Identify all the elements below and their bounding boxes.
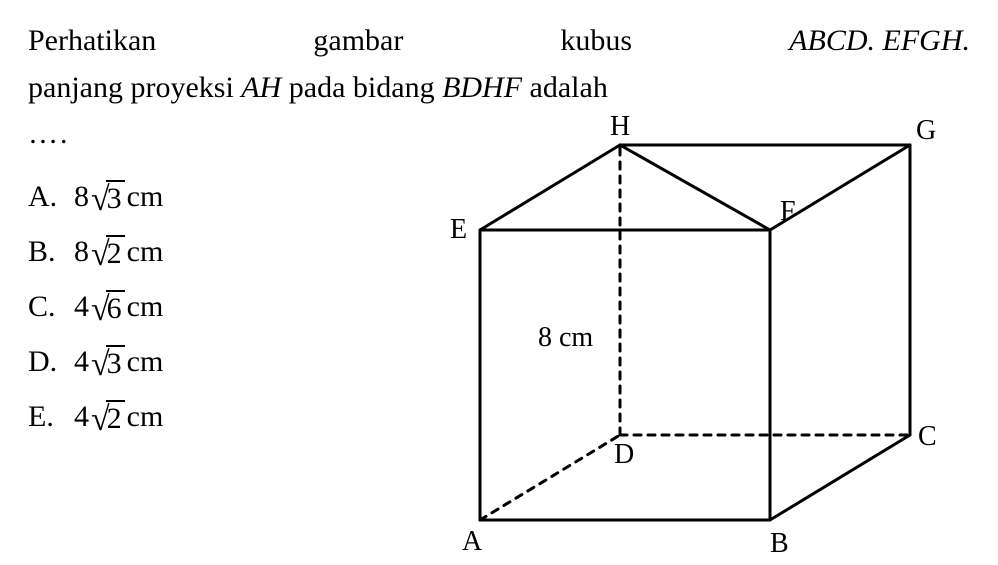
option-letter: E. xyxy=(28,402,74,432)
option-unit: cm xyxy=(127,347,164,377)
math-expr: ABCD. EFGH. xyxy=(789,18,970,65)
math-expr: AH xyxy=(241,71,281,104)
option-coefficient: 4 xyxy=(74,292,89,322)
vertex-label-F: F xyxy=(780,196,796,228)
word: gambar xyxy=(313,18,403,65)
answer-option: A.8√3 cm xyxy=(28,180,163,215)
word: Perhatikan xyxy=(28,18,156,65)
option-letter: A. xyxy=(28,182,74,212)
cube-edge-hidden xyxy=(480,435,620,520)
cube-edge xyxy=(770,435,910,520)
radical-icon: √ xyxy=(91,183,110,217)
question-line-1: Perhatikan gambar kubus ABCD. EFGH. xyxy=(28,18,970,65)
vertex-label-C: C xyxy=(918,421,937,453)
option-letter: B. xyxy=(28,237,74,267)
math-expr: BDHF xyxy=(442,71,522,104)
word: kubus xyxy=(560,18,632,65)
cube-edge xyxy=(620,145,770,230)
sqrt-expression: √3 xyxy=(91,180,125,215)
text: panjang proyeksi xyxy=(28,71,241,104)
answer-option: E.4√2 cm xyxy=(28,400,163,435)
vertex-label-D: D xyxy=(614,439,634,471)
option-letter: C. xyxy=(28,292,74,322)
sqrt-expression: √2 xyxy=(91,400,125,435)
option-letter: D. xyxy=(28,347,74,377)
answer-options: A.8√3 cmB.8√2 cmC.4√6 cmD.4√3 cmE.4√2 cm xyxy=(28,180,163,455)
radical-icon: √ xyxy=(91,293,110,327)
vertex-label-E: E xyxy=(450,214,467,246)
text: adalah xyxy=(522,71,608,104)
option-coefficient: 4 xyxy=(74,347,89,377)
edge-length-label: 8 cm xyxy=(538,322,593,354)
vertex-label-A: A xyxy=(462,526,482,558)
answer-option: D.4√3 cm xyxy=(28,345,163,380)
cube-svg xyxy=(440,100,960,560)
vertex-label-B: B xyxy=(770,528,789,560)
option-unit: cm xyxy=(127,402,164,432)
sqrt-expression: √2 xyxy=(91,235,125,270)
radical-icon: √ xyxy=(91,403,110,437)
vertex-label-G: G xyxy=(916,115,936,147)
answer-option: B.8√2 cm xyxy=(28,235,163,270)
sqrt-expression: √6 xyxy=(91,290,125,325)
sqrt-expression: √3 xyxy=(91,345,125,380)
radical-icon: √ xyxy=(91,348,110,382)
option-unit: cm xyxy=(127,182,164,212)
option-coefficient: 8 xyxy=(74,237,89,267)
option-unit: cm xyxy=(127,292,164,322)
answer-option: C.4√6 cm xyxy=(28,290,163,325)
option-coefficient: 4 xyxy=(74,402,89,432)
cube-figure: A B C D E F G H 8 cm xyxy=(440,100,960,565)
vertex-label-H: H xyxy=(610,111,630,143)
option-unit: cm xyxy=(127,237,164,267)
cube-edge xyxy=(480,145,620,230)
text: pada bidang xyxy=(281,71,442,104)
option-coefficient: 8 xyxy=(74,182,89,212)
radical-icon: √ xyxy=(91,238,110,272)
